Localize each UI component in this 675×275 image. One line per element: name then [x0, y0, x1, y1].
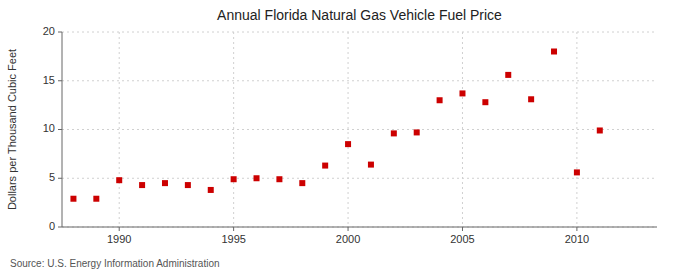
grid-line	[62, 227, 657, 228]
point	[459, 90, 465, 96]
grid-line	[348, 32, 349, 227]
tick-label: 5	[49, 171, 55, 183]
point	[254, 175, 260, 181]
grid-line	[62, 80, 657, 81]
point	[505, 72, 511, 78]
grid-line	[119, 32, 120, 227]
point	[276, 176, 282, 182]
point	[437, 97, 443, 103]
point	[551, 49, 557, 55]
grid-line	[462, 32, 463, 227]
point	[70, 196, 76, 202]
tick-mark	[462, 227, 463, 231]
x-axis-line	[62, 227, 657, 228]
tick-mark	[58, 80, 62, 81]
y-axis-line	[62, 32, 63, 227]
point	[391, 130, 397, 136]
tick-mark	[576, 227, 577, 231]
point	[368, 162, 374, 168]
axes: 0 5 10 15 20 1990 1995 2000 2005 2010	[43, 25, 657, 245]
y-axis-label: Dollars per Thousand Cubic Feet	[6, 49, 18, 210]
tick-mark	[233, 227, 234, 231]
tick-label: 1995	[221, 233, 245, 245]
tick-mark	[58, 227, 62, 228]
tick-label: 15	[43, 74, 55, 86]
point	[322, 163, 328, 169]
point	[93, 196, 99, 202]
source-note: Source: U.S. Energy Information Administ…	[10, 258, 220, 269]
tick-label: 2010	[565, 233, 589, 245]
tick-mark	[58, 178, 62, 179]
grid-line	[62, 129, 657, 130]
tick-mark	[119, 227, 120, 231]
tick-label: 20	[43, 25, 55, 37]
point	[185, 182, 191, 188]
grid-line	[233, 32, 234, 227]
grid-line	[62, 32, 657, 33]
point	[414, 129, 420, 135]
title: Annual Florida Natural Gas Vehicle Fuel …	[217, 7, 502, 23]
point	[139, 182, 145, 188]
point	[231, 176, 237, 182]
point	[116, 177, 122, 183]
tick-mark	[348, 227, 349, 231]
plot-area	[62, 32, 657, 227]
point	[208, 187, 214, 193]
point	[597, 127, 603, 133]
point	[345, 141, 351, 147]
point	[299, 180, 305, 186]
points	[70, 49, 602, 202]
tick-label: 0	[49, 220, 55, 232]
grid-line	[576, 32, 577, 227]
tick-label: 1990	[107, 233, 131, 245]
point	[574, 169, 580, 175]
point	[162, 180, 168, 186]
tick-label: 10	[43, 122, 55, 134]
grid	[62, 32, 657, 227]
tick-mark	[58, 129, 62, 130]
point	[528, 96, 534, 102]
tick-label: 2000	[336, 233, 360, 245]
tick-label: 2005	[450, 233, 474, 245]
chart: 0 5 10 15 20 1990 1995 2000 2005 2010 Annual Flori…	[0, 0, 675, 275]
grid-line	[62, 178, 657, 179]
point	[482, 99, 488, 105]
tick-mark	[58, 32, 62, 33]
